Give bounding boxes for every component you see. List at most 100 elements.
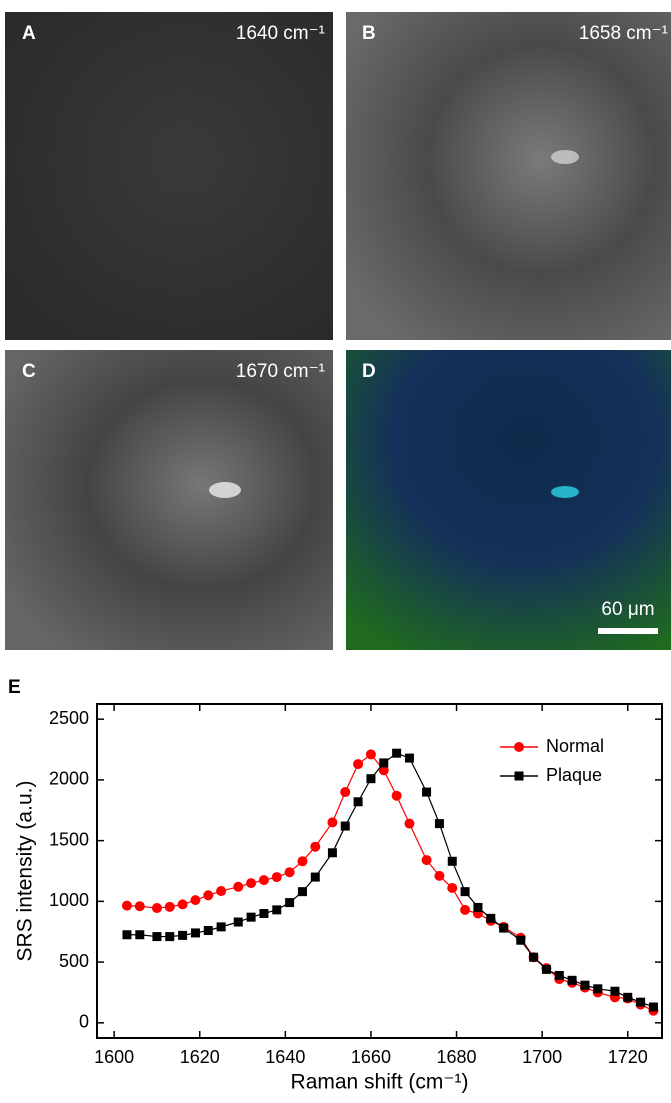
data-point [272, 872, 282, 882]
data-point [555, 971, 564, 980]
panel-letter: C [22, 361, 36, 382]
data-point [298, 887, 307, 896]
x-axis-label: Raman shift (cm⁻¹) [291, 1071, 469, 1094]
legend-marker [514, 742, 524, 752]
data-point [580, 981, 589, 990]
scale-bar-label: 60 μm [601, 599, 654, 620]
panel-letter: A [22, 23, 36, 44]
data-point [486, 914, 495, 923]
data-point [542, 965, 551, 974]
x-tick-label: 1680 [437, 1047, 477, 1067]
data-point [434, 871, 444, 881]
data-point [379, 758, 388, 767]
y-tick-label: 2500 [49, 708, 89, 728]
data-point [341, 822, 350, 831]
data-point [259, 875, 269, 885]
data-point [165, 932, 174, 941]
data-point [216, 886, 226, 896]
y-tick-label: 1000 [49, 890, 89, 910]
data-point [473, 903, 482, 912]
y-tick-label: 500 [59, 951, 89, 971]
data-point [285, 898, 294, 907]
image-panel [346, 12, 671, 340]
series-line [127, 753, 653, 1007]
data-point [190, 895, 200, 905]
series-line [127, 754, 653, 1010]
data-point [191, 928, 200, 937]
data-point [461, 887, 470, 896]
data-point [354, 797, 363, 806]
data-point [165, 902, 175, 912]
data-point [422, 855, 432, 865]
data-point [636, 998, 645, 1007]
data-point [435, 819, 444, 828]
data-point [152, 932, 161, 941]
data-point [152, 903, 162, 913]
data-point [178, 899, 188, 909]
data-point [340, 787, 350, 797]
x-tick-label: 1620 [180, 1047, 220, 1067]
legend-marker [515, 772, 524, 781]
y-tick-label: 2000 [49, 769, 89, 789]
image-panel [5, 350, 333, 650]
data-point [366, 774, 375, 783]
data-point [327, 817, 337, 827]
y-tick-label: 0 [79, 1012, 89, 1032]
data-point [499, 924, 508, 933]
x-tick-label: 1720 [608, 1047, 648, 1067]
data-point [285, 867, 295, 877]
bright-spot [551, 486, 579, 498]
data-point [422, 788, 431, 797]
data-point [623, 993, 632, 1002]
data-point [247, 913, 256, 922]
x-tick-label: 1660 [351, 1047, 391, 1067]
data-point [297, 856, 307, 866]
data-point [122, 901, 132, 911]
data-point [272, 905, 281, 914]
data-point [366, 749, 376, 759]
x-tick-label: 1640 [265, 1047, 305, 1067]
wavenumber-label: 1640 cm⁻¹ [236, 23, 325, 44]
line-chart: 1600 1620 1640 1660 1680 1700 1720 0 500 1000 1500… [14, 704, 662, 1094]
data-point [311, 873, 320, 882]
data-point [392, 749, 401, 758]
data-point [447, 883, 457, 893]
data-point [392, 791, 402, 801]
data-point [448, 857, 457, 866]
data-point [328, 848, 337, 857]
data-point [122, 930, 131, 939]
scale-bar [598, 628, 658, 634]
panel-letter: D [362, 361, 376, 382]
data-point [217, 922, 226, 931]
y-tick-label: 1500 [49, 829, 89, 849]
data-point [405, 754, 414, 763]
data-point [246, 878, 256, 888]
panel-letter: E [8, 677, 21, 698]
data-point [204, 926, 213, 935]
data-point [529, 953, 538, 962]
data-point [203, 890, 213, 900]
bright-spot [551, 150, 579, 164]
wavenumber-label: 1658 cm⁻¹ [579, 23, 668, 44]
data-point [178, 931, 187, 940]
bright-spot [209, 482, 241, 498]
panel-letter: B [362, 23, 376, 44]
data-point [234, 918, 243, 927]
data-point [353, 759, 363, 769]
legend-label: Plaque [546, 765, 602, 785]
data-point [233, 882, 243, 892]
data-point [460, 905, 470, 915]
y-axis-label: SRS intensity (a.u.) [14, 781, 37, 962]
x-tick-label: 1700 [522, 1047, 562, 1067]
x-tick-label: 1600 [94, 1047, 134, 1067]
data-point [310, 842, 320, 852]
data-point [135, 930, 144, 939]
image-panel [5, 12, 333, 340]
legend-label: Normal [546, 736, 604, 756]
data-point [516, 936, 525, 945]
data-point [135, 901, 145, 911]
figure: A B C D 1640 cm⁻¹ 1658 cm⁻¹ 1670 cm⁻¹ 60… [0, 0, 671, 1098]
data-point [593, 984, 602, 993]
data-point [404, 819, 414, 829]
data-point [259, 909, 268, 918]
